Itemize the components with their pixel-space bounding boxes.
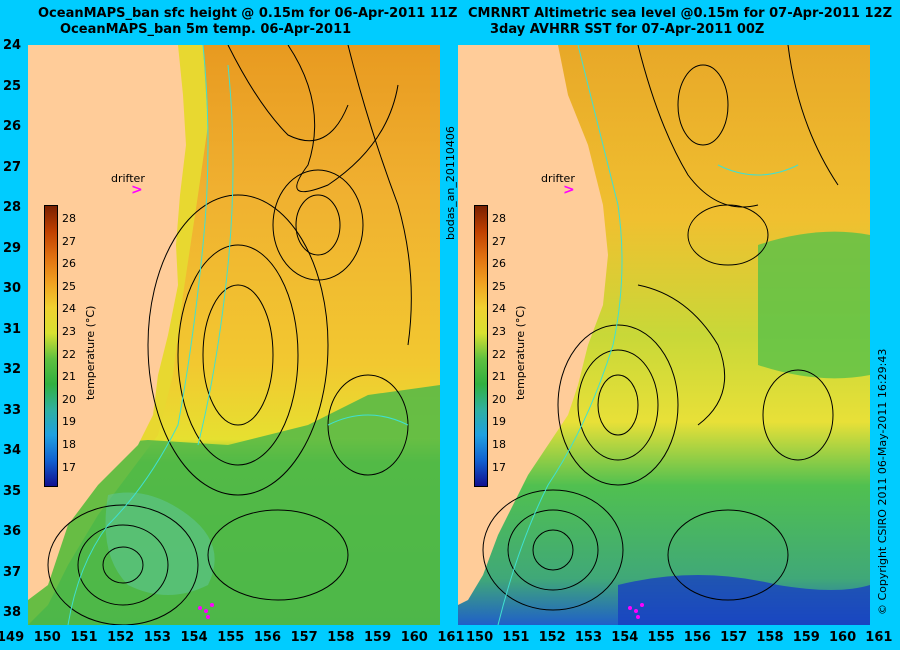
x-tick-label: 158 bbox=[327, 630, 355, 645]
left-cyan-patches bbox=[105, 492, 215, 595]
colorbar-tick-label: 22 bbox=[62, 347, 76, 361]
right-drifter-label: drifter bbox=[541, 172, 575, 185]
colorbar-tick-label: 25 bbox=[62, 279, 76, 293]
colorbar-tick-label: 27 bbox=[492, 234, 506, 248]
colorbar-tick-label: 17 bbox=[62, 460, 76, 474]
y-tick-label: 30 bbox=[3, 281, 22, 296]
colorbar-tick-label: 19 bbox=[492, 415, 506, 429]
y-tick-label: 34 bbox=[3, 443, 22, 458]
x-tick-label: 151 bbox=[502, 630, 530, 645]
colorbar-tick-label: 27 bbox=[62, 234, 76, 248]
colorbar-tick-label: 20 bbox=[62, 392, 76, 406]
right-drifter-marker: > bbox=[563, 182, 575, 198]
x-tick-label: 157 bbox=[290, 630, 318, 645]
colorbar-tick-label: 28 bbox=[492, 212, 506, 225]
y-tick-label: 32 bbox=[3, 362, 22, 377]
x-tick-label: 156 bbox=[253, 630, 282, 645]
colorbar-tick-label: 26 bbox=[492, 257, 506, 271]
y-tick-label: 24 bbox=[3, 38, 22, 53]
right-colorbar-label: temperature (°C) bbox=[514, 305, 527, 400]
right-title-line1: CMRNRT Altimetric sea level @0.15m for 0… bbox=[468, 6, 893, 21]
x-tick-label: 153 bbox=[143, 630, 171, 645]
x-tick-label: 152 bbox=[538, 630, 566, 645]
right-land bbox=[458, 45, 608, 605]
colorbar-tick-label: 18 bbox=[492, 438, 506, 451]
x-tick-label: 155 bbox=[217, 630, 245, 645]
colorbar-tick-label: 19 bbox=[62, 415, 76, 429]
x-tick-label: 154 bbox=[611, 630, 639, 645]
colorbar-tick-label: 20 bbox=[492, 392, 506, 406]
x-tick-label: 159 bbox=[364, 630, 392, 645]
right-map-panel bbox=[458, 45, 870, 625]
colorbar-tick-label: 17 bbox=[492, 460, 506, 474]
y-tick-label: 37 bbox=[3, 564, 22, 580]
left-title-line2: OceanMAPS_ban 5m temp. 06-Apr-2011 bbox=[60, 22, 352, 37]
left-colorbar bbox=[44, 205, 58, 487]
x-tick-label: 160 bbox=[400, 630, 428, 645]
right-map-svg bbox=[458, 45, 870, 625]
y-tick-label: 25 bbox=[3, 78, 22, 94]
x-tick-label: 157 bbox=[720, 630, 748, 645]
colorbar-tick-label: 26 bbox=[62, 257, 76, 271]
left-drifter-marker: > bbox=[131, 182, 143, 198]
x-tick-label: 153 bbox=[574, 630, 603, 645]
x-tick-label: 154 bbox=[180, 630, 208, 645]
x-tick-label: 161 bbox=[437, 630, 465, 645]
x-tick-label: 158 bbox=[756, 630, 784, 645]
left-side-label: bodas_an_20110406 bbox=[444, 126, 457, 240]
left-drifter-label: drifter bbox=[111, 172, 145, 185]
right-title-line2: 3day AVHRR SST for 07-Apr-2011 00Z bbox=[490, 22, 765, 37]
y-tick-label: 26 bbox=[3, 119, 22, 134]
left-map-panel bbox=[28, 45, 440, 625]
right-blue-south bbox=[618, 575, 870, 625]
colorbar-tick-label: 24 bbox=[492, 302, 506, 316]
right-green-east bbox=[758, 231, 870, 379]
y-tick-label: 33 bbox=[3, 402, 22, 418]
y-tick-label: 35 bbox=[3, 483, 22, 499]
x-tick-label: 159 bbox=[792, 630, 820, 645]
colorbar-tick-label: 23 bbox=[492, 325, 506, 338]
x-tick-label: 150 bbox=[33, 630, 61, 645]
x-tick-label: 161 bbox=[865, 630, 893, 645]
y-tick-label: 29 bbox=[3, 240, 22, 256]
y-tick-label: 31 bbox=[3, 321, 22, 337]
colorbar-tick-label: 22 bbox=[492, 347, 506, 361]
x-tick-label: 150 bbox=[466, 630, 494, 645]
left-map-svg bbox=[28, 45, 440, 625]
y-tick-label: 28 bbox=[3, 200, 22, 215]
left-colorbar-label: temperature (°C) bbox=[84, 305, 97, 400]
left-land bbox=[28, 45, 186, 600]
colorbar-tick-label: 21 bbox=[62, 370, 76, 384]
y-tick-label: 27 bbox=[3, 159, 22, 175]
x-tick-label: 160 bbox=[829, 630, 857, 645]
colorbar-tick-label: 23 bbox=[62, 325, 76, 338]
x-tick-label: 152 bbox=[107, 630, 135, 645]
x-tick-label: 149 bbox=[0, 630, 25, 645]
x-tick-label: 156 bbox=[683, 630, 711, 645]
colorbar-tick-label: 21 bbox=[492, 370, 506, 384]
colorbar-tick-label: 24 bbox=[62, 302, 76, 316]
x-tick-label: 151 bbox=[70, 630, 98, 645]
y-tick-label: 38 bbox=[3, 605, 22, 620]
colorbar-tick-label: 28 bbox=[62, 212, 76, 225]
left-title-line1: OceanMAPS_ban sfc height @ 0.15m for 06-… bbox=[38, 6, 458, 21]
colorbar-tick-label: 25 bbox=[492, 279, 506, 293]
colorbar-tick-label: 18 bbox=[62, 438, 76, 451]
y-tick-label: 36 bbox=[3, 524, 22, 539]
x-tick-label: 155 bbox=[647, 630, 675, 645]
right-colorbar bbox=[474, 205, 488, 487]
copyright-label: © Copyright CSIRO 2011 06-May-2011 16:29… bbox=[876, 348, 889, 615]
